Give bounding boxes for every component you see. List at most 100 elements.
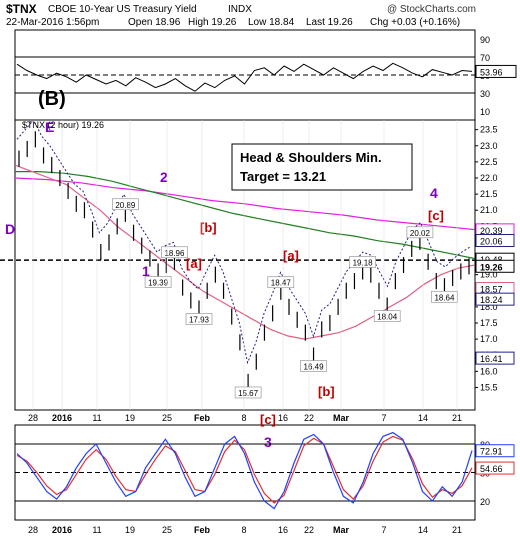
stoch-main-line: [16, 431, 473, 510]
price-value-tag: [475, 351, 515, 365]
rsi-tick-label: 70: [480, 53, 490, 63]
x-tick-label-bottom: 11: [92, 525, 101, 535]
wave-label: [b]: [200, 220, 217, 235]
wave-label: 2: [160, 169, 168, 185]
wave-label: [a]: [186, 256, 202, 271]
price-label: 18.64: [434, 293, 455, 302]
stoch-value-tag: [475, 461, 515, 475]
rsi-tick-label: 10: [480, 107, 490, 117]
x-tick-label: 25: [162, 413, 172, 423]
price-tick-label: 16.0: [480, 366, 498, 376]
x-tick-label: 19: [125, 413, 135, 423]
x-tick-label-bottom: 25: [162, 525, 172, 535]
price-tick-label: 23.5: [480, 125, 498, 135]
ma-fast-line: [14, 164, 476, 340]
stoch-tick-label: 20: [480, 497, 490, 507]
price-label: 20.89: [115, 201, 136, 210]
x-tick-label: 16: [278, 413, 288, 423]
watermark: @ StockCharts.com: [387, 4, 476, 15]
price-label: 18.47: [271, 279, 292, 288]
x-tick-label-bottom: 7: [381, 525, 386, 535]
x-tick-label: Feb: [194, 413, 211, 423]
rsi-tick-label: 30: [480, 89, 490, 99]
price-label: 20.02: [410, 229, 431, 238]
price-value-label: 18.57: [480, 285, 503, 295]
rsi-tick-label: 90: [480, 35, 490, 45]
x-tick-label: 8: [241, 413, 246, 423]
price-label-box: [431, 290, 458, 303]
x-tick-label-bottom: Feb: [194, 525, 211, 535]
price-label: 17.93: [189, 316, 210, 325]
x-tick-label: Mar: [333, 413, 350, 423]
price-tick-label: 17.5: [480, 318, 498, 328]
x-tick-label-bottom: Mar: [333, 525, 350, 535]
annotation-box: [231, 143, 413, 191]
rsi-last-value: 53.96: [480, 67, 503, 77]
price-label: 18.96: [164, 249, 185, 258]
price-label-box: [406, 226, 434, 239]
ma-slow-line: [14, 177, 476, 231]
low-value: Low 18.84: [248, 17, 295, 28]
high-value: High 19.26: [188, 17, 237, 28]
price-label: 16.49: [304, 363, 325, 372]
wave-label: [c]: [428, 208, 444, 223]
x-tick-label: 28: [28, 413, 38, 423]
stoch-signal-line: [16, 435, 473, 504]
wave-label: 3: [264, 434, 272, 450]
price-label-box: [373, 310, 401, 322]
x-tick-label: 21: [452, 413, 462, 423]
rsi-value-tag: [475, 64, 517, 78]
last-value: Last 19.26: [306, 17, 353, 28]
price-tick-label: 23.0: [480, 141, 498, 151]
price-label: 15.67: [238, 389, 259, 398]
price-tick-label: 21.5: [480, 189, 498, 199]
price-label: 19.18: [353, 258, 374, 267]
annotation-line-2: Target = 13.21: [240, 169, 326, 184]
price-value-label: 20.39: [480, 226, 503, 236]
annotation-line-1: Head & Shoulders Min.: [240, 150, 382, 165]
price-tick-label: 17.0: [480, 334, 498, 344]
price-tick-label: 18.0: [480, 302, 498, 312]
price-label-box: [185, 313, 213, 325]
price-label: 18.04: [377, 313, 398, 322]
x-tick-label-bottom: 8: [241, 525, 246, 535]
x-tick-label: 7: [381, 413, 386, 423]
price-label: 19.39: [148, 278, 169, 287]
price-label-box: [300, 360, 327, 372]
instrument-name: CBOE 10-Year US Treasury Yield: [48, 4, 197, 15]
price-panel-title: $TNX (2 hour) 19.26: [22, 120, 104, 130]
price-label-box: [161, 246, 188, 259]
x-tick-label-bottom: 19: [125, 525, 135, 535]
x-tick-label-bottom: 16: [278, 525, 288, 535]
stoch-last-value: 54.66: [480, 464, 503, 474]
x-tick-label-bottom: 21: [452, 525, 462, 535]
wave-label: 4: [430, 185, 438, 201]
wave-label: [a]: [283, 248, 299, 263]
price-value-tag: [475, 259, 515, 273]
wave-label: [b]: [318, 384, 335, 399]
wave-label: D: [5, 221, 15, 237]
price-value-label: 19.26: [480, 262, 503, 272]
price-label-box: [234, 386, 262, 399]
x-tick-label: 11: [92, 413, 101, 423]
x-tick-label-bottom: 22: [304, 525, 314, 535]
wave-label: E: [45, 119, 54, 135]
price-tick-label: 22.5: [480, 157, 498, 167]
x-tick-label-bottom: 28: [28, 525, 38, 535]
x-tick-label: 2016: [52, 413, 72, 423]
price-value-tag: [475, 234, 515, 248]
price-tick-label: 15.5: [480, 382, 498, 392]
price-tick-label: 21.0: [480, 205, 498, 215]
price-label-box: [349, 256, 376, 268]
price-layer: 23.523.022.522.021.521.020.520.019.519.0…: [0, 88, 515, 450]
wave-label: 1: [142, 263, 150, 279]
bollinger-mid-line: [16, 119, 471, 365]
rsi-line: [16, 62, 473, 92]
change-value: Chg +0.03 (+0.16%): [370, 17, 460, 28]
price-value-label: 16.41: [480, 354, 503, 364]
ma-mid-line: [15, 171, 476, 260]
x-tick-label-bottom: 14: [418, 525, 428, 535]
